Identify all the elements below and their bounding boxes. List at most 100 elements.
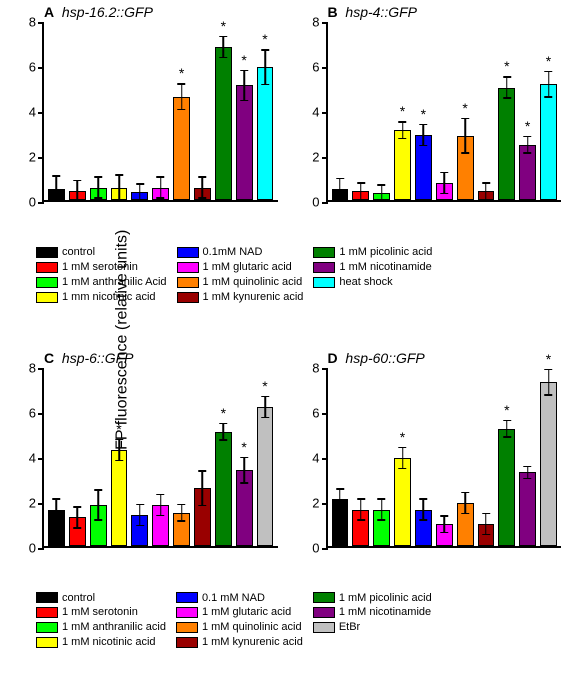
error-bar [118,439,120,462]
bar-fill [257,67,274,200]
ytick-label: 4 [312,105,319,120]
error-bar [264,49,266,85]
legend-label: control [62,245,95,260]
legend-swatch [313,622,335,633]
bar-picolinic: * [498,429,515,546]
error-bar [243,70,245,102]
significance-star: * [241,52,246,68]
error-bar [160,494,162,517]
error-bar [97,176,99,199]
bar-picolinic: * [215,47,232,200]
error-bar [381,498,383,521]
bar-quinolinic [173,513,190,546]
ytick-label: 0 [312,540,319,555]
legend-label: 1 mM glutaric acid [202,605,291,620]
bar-quinolinic [457,503,474,546]
ytick-label: 6 [312,60,319,75]
legend-item-picolinic: 1 mM picolinic acid [313,245,432,260]
bar-fill [498,88,515,201]
bar-kynurenic [194,488,211,545]
legend-swatch [313,592,335,603]
ytick-label: 2 [29,495,36,510]
error-bar [527,466,529,480]
error-bar [527,136,529,154]
legend-item-glutaric: 1 mM glutaric acid [176,605,303,620]
bar-nicotinamide: * [236,85,253,200]
bar-picolinic: * [215,432,232,546]
bar-control [48,510,65,546]
legend-label: 1 mM kynurenic acid [202,635,303,650]
bar-fill [540,84,557,200]
plot-area: 02468****** [326,22,562,202]
legend-swatch [36,622,58,633]
error-bar [506,76,508,99]
significance-star: * [262,378,267,394]
error-bar [485,513,487,536]
legend-bottom: control1 mM serotonin1 mM anthranilic ac… [0,585,567,691]
error-bar [360,182,362,200]
legend-swatch [313,277,335,288]
ytick-label: 6 [29,60,36,75]
error-bar [339,488,341,511]
ytick-label: 8 [29,15,36,30]
plot-area: 02468**** [42,22,278,202]
bar-anthranilic [373,193,390,200]
error-bar [223,36,225,59]
plot-area: 02468*** [326,368,562,548]
legend-item-heatshock: heat shock [313,275,432,290]
legend-item-anthranilic: 1 mM anthranilic acid [36,620,166,635]
significance-star: * [504,58,509,74]
figure-grid: A hsp-16.2::GFP02468**** B hsp-4::GFP024… [0,0,567,691]
legend-swatch [177,292,199,303]
legend-item-serotonin: 1 mM serotonin [36,260,167,275]
error-bar [56,498,58,521]
ytick-label: 0 [312,195,319,210]
legend-item-nad: 0.1 mM NAD [176,591,303,606]
error-bar [97,489,99,521]
legend-swatch [177,247,199,258]
error-bar [464,492,466,515]
bar-glutaric [152,188,169,200]
bar-nad: * [415,135,432,200]
legend-swatch [36,607,58,618]
bar-kynurenic [194,188,211,200]
bar-etbr: * [540,382,557,545]
error-bar [160,176,162,199]
ytick-label: 2 [312,495,319,510]
legend-item-glutaric: 1 mM glutaric acid [177,260,304,275]
bar-nicotinamide: * [519,145,536,200]
bar-anthranilic [373,510,390,546]
legend-label: 1 mM nicotinic acid [62,635,156,650]
legend-label: 1 mM glutaric acid [203,260,292,275]
error-bar [402,121,404,139]
error-bar [243,457,245,484]
error-bar [339,178,341,201]
legend-item-nicotinic: 1 mM nicotinic acid [36,635,166,650]
legend-item-anthranilic: 1 mM anthranilic Acid [36,275,167,290]
legend-swatch [176,637,198,648]
legend-swatch [177,277,199,288]
bar-nicotinamide: * [236,470,253,545]
legend-swatch [176,592,198,603]
legend-item-nad: 0.1mM NAD [177,245,304,260]
error-bar [181,504,183,522]
ytick-label: 2 [312,150,319,165]
legend-item-kynurenic: 1 mM kynurenic acid [177,290,304,305]
legend-label: 0.1 mM NAD [202,591,265,606]
legend-label: EtBr [339,620,360,635]
bar-quinolinic: * [173,97,190,201]
bar-fill [215,47,232,200]
legend-item-etbr: EtBr [313,620,432,635]
significance-star: * [421,106,426,122]
bar-serotonin [69,191,86,200]
bar-nicotinic: * [394,458,411,546]
legend-swatch [176,622,198,633]
significance-star: * [504,402,509,418]
error-bar [202,176,204,199]
bar-nicotinamide [519,472,536,545]
bar-anthranilic [90,505,107,546]
legend-label: 0.1mM NAD [203,245,263,260]
legend-label: 1 mM quinolinic acid [202,620,302,635]
ytick-label: 8 [29,360,36,375]
significance-star: * [462,100,467,116]
